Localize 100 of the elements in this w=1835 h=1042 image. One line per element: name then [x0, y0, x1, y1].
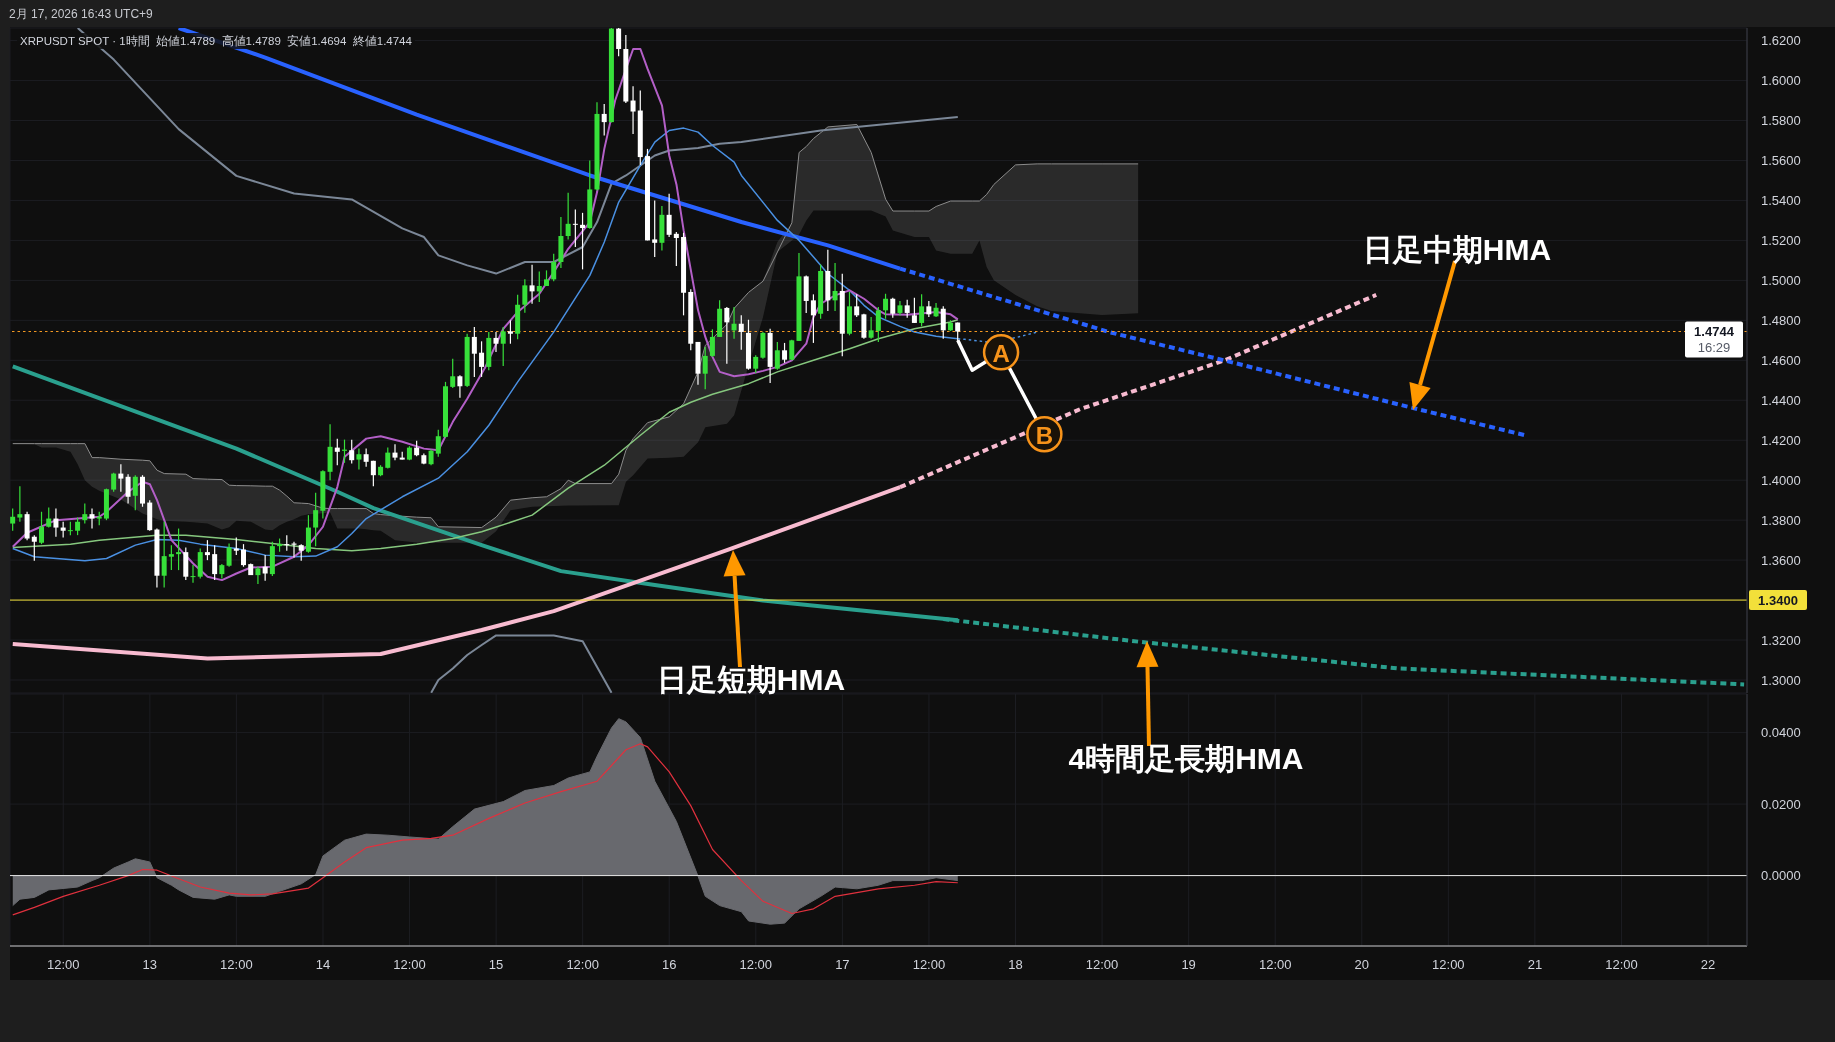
- candlestick: [522, 278, 528, 314]
- candlestick: [53, 507, 59, 538]
- line-series: [12, 318, 959, 552]
- candlestick: [774, 341, 780, 371]
- candlestick: [370, 460, 376, 487]
- candlestick: [313, 492, 319, 547]
- candlestick: [168, 544, 174, 571]
- y-tick-label: 0.0400: [1761, 725, 1801, 741]
- candlestick: [868, 316, 874, 340]
- y-tick-label: 1.3800: [1761, 512, 1801, 528]
- annotation: 日足短期HMA: [656, 662, 846, 696]
- y-tick-label: 1.4200: [1761, 432, 1801, 448]
- x-tick-label: 12:00: [1605, 957, 1638, 973]
- candlestick: [782, 342, 788, 364]
- x-tick-label: 13: [142, 957, 158, 973]
- candlestick: [132, 474, 138, 511]
- y-tick-label: 0.0200: [1761, 796, 1801, 812]
- annotation: 日足中期HMA: [1362, 232, 1552, 266]
- candlestick: [652, 199, 658, 258]
- x-tick-label: 12:00: [1085, 957, 1119, 973]
- x-tick-label: 20: [1354, 957, 1370, 973]
- x-tick-label: 12:00: [566, 957, 599, 973]
- candlestick: [875, 306, 881, 343]
- y-tick-label: 1.4400: [1761, 392, 1801, 408]
- candlestick: [349, 439, 355, 465]
- y-tick-label: 1.5000: [1761, 272, 1801, 288]
- line-series: [11, 47, 959, 582]
- candlestick: [630, 85, 636, 135]
- candlestick: [450, 358, 456, 389]
- candlestick: [883, 293, 889, 320]
- y-tick-label: 1.5200: [1761, 233, 1801, 249]
- candlestick: [392, 443, 398, 461]
- x-tick-label: 17: [835, 957, 850, 973]
- y-tick-label: 1.5600: [1761, 153, 1801, 169]
- candlestick: [161, 521, 167, 589]
- candlestick: [500, 326, 506, 367]
- candlestick: [890, 297, 896, 319]
- candlestick: [810, 293, 816, 344]
- candlestick: [551, 253, 557, 282]
- candlestick: [493, 331, 499, 353]
- candlestick: [46, 506, 52, 529]
- candlestick: [457, 374, 463, 399]
- candlestick: [241, 543, 247, 568]
- candlestick: [479, 340, 485, 378]
- candlestick: [471, 326, 477, 378]
- x-tick-label: 12:00: [1432, 957, 1465, 973]
- y-tick-label: 1.6200: [1761, 33, 1801, 49]
- candlestick: [39, 511, 45, 545]
- candlestick: [601, 103, 607, 137]
- candlestick: [111, 472, 117, 493]
- candlestick: [724, 306, 730, 365]
- candlestick: [940, 305, 946, 340]
- candlestick: [190, 564, 196, 584]
- candlestick: [580, 212, 586, 270]
- line-series: [430, 634, 613, 693]
- line-series: [12, 743, 959, 916]
- x-tick-label: 22: [1700, 957, 1716, 973]
- candlestick: [385, 447, 391, 470]
- annotation: B: [1035, 421, 1054, 449]
- candlestick: [565, 192, 571, 241]
- candlestick: [738, 314, 744, 351]
- x-tick-label: 12:00: [46, 957, 80, 973]
- candlestick: [832, 262, 838, 312]
- x-tick-label: 12:00: [912, 957, 946, 973]
- candlestick: [363, 448, 369, 468]
- x-tick-label: 21: [1527, 957, 1543, 973]
- x-tick-label: 19: [1181, 957, 1196, 973]
- candlestick: [262, 554, 268, 582]
- candlestick: [673, 231, 679, 267]
- ref-line-label: 1.3400: [1758, 592, 1798, 608]
- candlestick: [17, 485, 23, 523]
- x-tick-label: 12:00: [220, 957, 253, 973]
- x-tick-label: 18: [1008, 957, 1023, 973]
- x-tick-label: 14: [315, 957, 331, 973]
- y-tick-label: 1.4000: [1761, 472, 1801, 488]
- candlestick: [255, 566, 261, 585]
- annotation: A: [992, 339, 1010, 367]
- candlestick: [919, 293, 925, 327]
- candlestick: [616, 28, 622, 57]
- candlestick: [529, 264, 535, 305]
- y-tick-label: 1.5400: [1761, 193, 1801, 209]
- candlestick: [666, 193, 672, 238]
- candlestick: [212, 544, 218, 581]
- y-tick-label: 1.5800: [1761, 113, 1801, 129]
- candlestick: [702, 346, 708, 390]
- candlestick: [435, 429, 441, 458]
- candlestick: [911, 297, 917, 324]
- text: 2月 17, 2026 16:43 UTC+9: [9, 6, 153, 22]
- x-tick-label: 12:00: [1258, 957, 1292, 973]
- candlestick: [82, 502, 88, 525]
- candlestick: [861, 313, 867, 340]
- text: XRPUSDT SPOT · 1時間 始値1.4789 高値1.4789 安値1.4694 終値1.4744: [17, 33, 415, 49]
- candlestick: [854, 293, 860, 318]
- candlestick: [204, 539, 210, 561]
- x-tick-label: 12:00: [739, 957, 773, 973]
- ref-line-label: 1.4744 16:29: [1694, 324, 1735, 356]
- candlestick: [226, 542, 232, 568]
- annotation: 4時間足長期HMA: [1068, 741, 1304, 775]
- candlestick: [10, 507, 16, 532]
- candlestick: [118, 463, 124, 493]
